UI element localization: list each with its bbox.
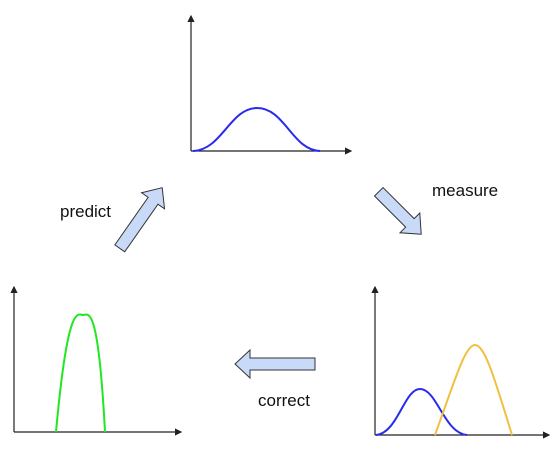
top-plot xyxy=(187,14,353,155)
arrow-down-right-icon xyxy=(373,186,422,235)
predict-label: predict xyxy=(60,202,111,221)
correct-label: correct xyxy=(258,391,310,410)
arrow-up-right-icon xyxy=(114,187,166,253)
measure-label: measure xyxy=(432,181,498,200)
top-plot-blue-curve xyxy=(192,106,321,152)
bottom-right-plot-blue-curve xyxy=(375,387,468,436)
bottom-right-plot-yellow-curve xyxy=(434,343,513,436)
bottom-right-plot xyxy=(371,285,551,439)
arrow-left-icon xyxy=(234,348,316,380)
bottom-left-plot-green-curve xyxy=(55,313,106,433)
bottom-left-plot xyxy=(10,285,183,436)
